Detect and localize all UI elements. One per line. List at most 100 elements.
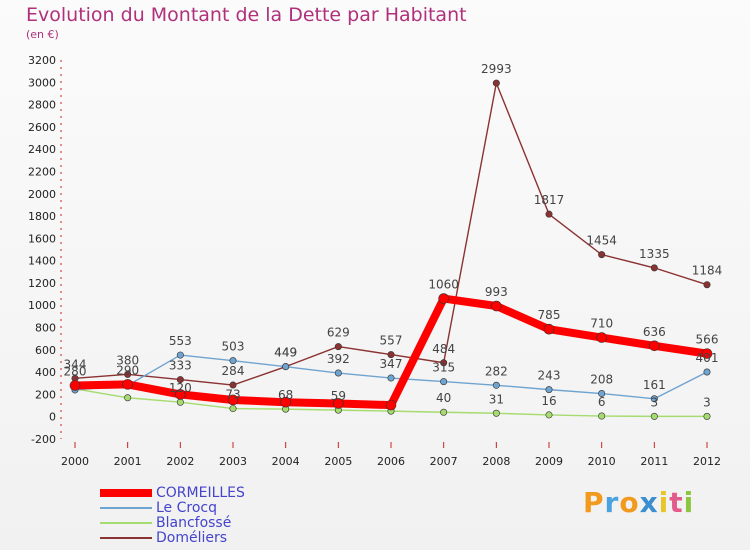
data-label: 280 — [64, 364, 87, 378]
data-label: 1817 — [534, 193, 565, 207]
x-tick-label: 2002 — [166, 455, 194, 468]
data-point — [545, 411, 553, 419]
data-point — [440, 408, 448, 416]
data-point — [492, 409, 500, 417]
data-point — [703, 368, 711, 376]
data-label: 557 — [380, 334, 403, 348]
data-label: 503 — [222, 340, 245, 354]
y-tick-label: 800 — [35, 322, 56, 335]
y-tick-label: 200 — [35, 388, 56, 401]
legend-label-le-crocq: Le Crocq — [156, 500, 217, 516]
data-point — [491, 300, 502, 312]
data-point — [440, 378, 448, 386]
data-point — [440, 359, 448, 367]
data-label: 40 — [436, 391, 451, 405]
data-label: 636 — [643, 325, 666, 339]
y-tick-label: 2000 — [28, 188, 56, 201]
y-tick-label: 1000 — [28, 299, 56, 312]
data-label: 333 — [169, 359, 192, 373]
data-point — [176, 376, 184, 384]
data-label: 3 — [703, 395, 711, 409]
data-label: 2993 — [481, 62, 512, 76]
data-point — [703, 412, 711, 420]
data-point — [227, 394, 239, 406]
data-label: 449 — [274, 346, 297, 360]
data-label: 208 — [590, 373, 613, 387]
data-point — [387, 374, 395, 382]
data-label: 315 — [432, 361, 455, 375]
y-tick-label: 1400 — [28, 255, 56, 268]
y-tick-label: 400 — [35, 366, 56, 379]
data-point — [280, 396, 291, 408]
data-label: 566 — [696, 333, 719, 347]
y-tick-label: 2400 — [28, 143, 56, 156]
data-point — [598, 412, 606, 420]
x-tick-label: 2000 — [61, 455, 89, 468]
data-point — [649, 340, 660, 352]
data-point — [69, 380, 81, 391]
legend-label-cormeilles: CORMEILLES — [156, 485, 245, 501]
data-point — [229, 381, 237, 389]
x-tick-label: 2005 — [324, 455, 352, 468]
data-point — [650, 412, 658, 420]
x-tick-label: 2012 — [693, 455, 721, 468]
y-tick-label: -200 — [31, 433, 56, 446]
chart-subtitle: (en €) — [26, 28, 59, 41]
y-tick-label: 0 — [49, 411, 56, 424]
legend-swatch-cormeilles — [100, 489, 152, 497]
y-tick-label: 3200 — [28, 54, 56, 67]
legend-swatch-blancfosse — [100, 522, 152, 524]
y-tick-label: 3000 — [28, 76, 56, 89]
data-point — [438, 293, 449, 304]
data-label: 380 — [116, 353, 139, 367]
y-tick-label: 1800 — [28, 210, 56, 223]
data-label: 120 — [169, 381, 192, 395]
data-label: 68 — [278, 388, 293, 402]
data-label: 1184 — [692, 264, 723, 278]
x-tick-label: 2004 — [272, 455, 300, 468]
data-point — [229, 405, 237, 413]
data-label: 282 — [485, 364, 508, 378]
data-point — [124, 394, 132, 402]
y-tick-label: 2800 — [28, 99, 56, 112]
x-tick-label: 2003 — [219, 455, 247, 468]
data-label: 344 — [64, 357, 87, 371]
data-label: 6 — [598, 395, 606, 409]
data-label: 347 — [380, 357, 403, 371]
data-point — [596, 332, 607, 343]
y-tick-label: 1200 — [28, 277, 56, 290]
data-point — [176, 398, 184, 406]
x-tick-label: 2008 — [482, 455, 510, 468]
data-point — [492, 381, 500, 389]
data-label: 392 — [327, 352, 350, 366]
y-tick-label: 2200 — [28, 165, 56, 178]
data-label: 785 — [538, 308, 561, 322]
y-tick-label: 2600 — [28, 121, 56, 134]
data-label: 629 — [327, 326, 350, 340]
data-label: 1060 — [428, 278, 459, 292]
data-label: 3 — [651, 395, 659, 409]
x-tick-label: 2010 — [588, 455, 616, 468]
x-tick-label: 2009 — [535, 455, 563, 468]
data-point — [701, 348, 713, 359]
data-point — [650, 395, 658, 403]
data-point — [387, 351, 395, 359]
data-point — [598, 251, 606, 259]
legend-swatch-le-crocq — [100, 507, 152, 509]
x-tick-label: 2001 — [114, 455, 142, 468]
chart-title: Evolution du Montant de la Dette par Hab… — [26, 4, 467, 26]
data-point — [703, 281, 711, 289]
data-label: 31 — [489, 392, 504, 406]
data-label: 484 — [432, 342, 455, 356]
data-label: 59 — [331, 389, 346, 403]
legend-label-blancfosse: Blancfossé — [156, 515, 232, 531]
data-label: 710 — [590, 317, 613, 331]
data-label: 243 — [538, 369, 561, 383]
data-label: 993 — [485, 285, 508, 299]
data-label: 553 — [169, 334, 192, 348]
data-label: 161 — [643, 378, 666, 392]
data-label: 449 — [274, 346, 297, 360]
legend-label-domeliers: Doméliers — [156, 530, 228, 546]
